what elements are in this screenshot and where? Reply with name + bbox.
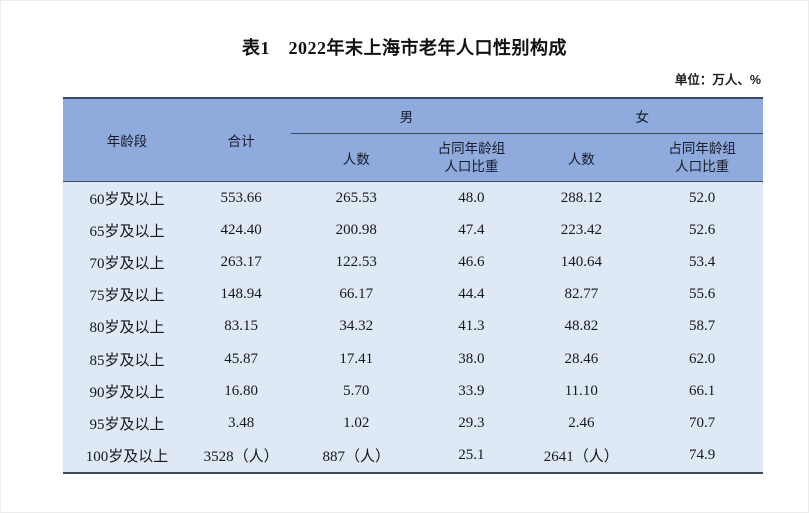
cell-male-count: 265.53 — [291, 181, 422, 215]
header-male-count: 人数 — [291, 133, 422, 182]
cell-male-count: 34.32 — [291, 310, 422, 343]
cell-female-share: 70.7 — [641, 407, 763, 440]
cell-age: 65岁及以上 — [63, 214, 192, 247]
cell-male-share: 38.0 — [421, 342, 522, 376]
unit-note: 单位：万人、% — [674, 73, 761, 87]
cell-male-count: 17.41 — [291, 342, 422, 376]
cell-female-count: 2.46 — [521, 407, 642, 440]
table-title: 表1 2022年末上海市老年人口性别构成 — [242, 38, 567, 58]
cell-total: 553.66 — [191, 181, 292, 215]
cell-male-count: 5.70 — [291, 375, 422, 408]
cell-total: 3528（人） — [191, 439, 292, 473]
cell-male-share: 48.0 — [421, 181, 522, 215]
cell-female-share: 52.6 — [641, 214, 763, 247]
cell-male-share: 29.3 — [421, 407, 522, 440]
header-age-group: 年龄段 — [63, 98, 192, 182]
table-row: 75岁及以上 148.94 66.17 44.4 82.77 55.6 — [63, 278, 763, 311]
cell-total: 16.80 — [191, 375, 292, 408]
table-row: 60岁及以上 553.66 265.53 48.0 288.12 52.0 — [63, 181, 763, 215]
cell-female-share: 62.0 — [641, 342, 763, 376]
cell-male-share: 47.4 — [421, 214, 522, 247]
cell-female-count: 140.64 — [521, 246, 642, 279]
table-row: 90岁及以上 16.80 5.70 33.9 11.10 66.1 — [63, 375, 763, 408]
cell-male-share: 25.1 — [421, 439, 522, 473]
header-total: 合计 — [191, 98, 292, 182]
cell-female-share: 52.0 — [641, 181, 763, 215]
cell-total: 424.40 — [191, 214, 292, 247]
cell-female-count: 48.82 — [521, 310, 642, 343]
header-row-groups: 年龄段 合计 男 女 — [63, 98, 763, 182]
header-male-share-line1: 占同年龄组 — [437, 140, 506, 156]
cell-male-count: 1.02 — [291, 407, 422, 440]
cell-female-count: 82.77 — [521, 278, 642, 311]
header-female-group: 女 — [521, 98, 763, 134]
cell-female-count: 11.10 — [521, 375, 642, 408]
cell-total: 83.15 — [191, 310, 292, 343]
cell-age: 85岁及以上 — [63, 342, 192, 376]
cell-male-count: 122.53 — [291, 246, 422, 279]
cell-male-share: 41.3 — [421, 310, 522, 343]
header-female-share-line1: 占同年龄组 — [668, 140, 736, 156]
cell-female-share: 53.4 — [641, 246, 763, 279]
cell-female-share: 66.1 — [641, 375, 763, 408]
cell-male-count: 887（人） — [291, 439, 422, 473]
cell-female-share: 58.7 — [641, 310, 763, 343]
cell-total: 148.94 — [191, 278, 292, 311]
elderly-population-table: 年龄段 合计 男 女 人数 占同年龄组 人口比重 人数 占同年龄组 人口比重 — [63, 97, 763, 474]
cell-male-share: 33.9 — [421, 375, 522, 408]
cell-female-share: 74.9 — [641, 439, 763, 473]
header-male-share-line2: 人口比重 — [444, 158, 499, 174]
cell-age: 70岁及以上 — [63, 246, 192, 279]
cell-male-count: 66.17 — [291, 278, 422, 311]
table-row: 100岁及以上 3528（人） 887（人） 25.1 2641（人） 74.9 — [63, 439, 763, 473]
cell-total: 263.17 — [191, 246, 292, 279]
cell-female-count: 2641（人） — [521, 439, 642, 473]
header-male-share: 占同年龄组 人口比重 — [421, 133, 522, 182]
table-row: 80岁及以上 83.15 34.32 41.3 48.82 58.7 — [63, 310, 763, 343]
cell-age: 100岁及以上 — [63, 439, 192, 473]
cell-male-share: 44.4 — [421, 278, 522, 311]
header-male-group: 男 — [291, 98, 522, 134]
header-female-share-line2: 人口比重 — [675, 158, 730, 174]
cell-male-share: 46.6 — [421, 246, 522, 279]
header-row-sub: 人数 占同年龄组 人口比重 人数 占同年龄组 人口比重 — [63, 133, 763, 182]
table-row: 85岁及以上 45.87 17.41 38.0 28.46 62.0 — [63, 342, 763, 376]
cell-total: 3.48 — [191, 407, 292, 440]
cell-male-count: 200.98 — [291, 214, 422, 247]
header-female-count: 人数 — [521, 133, 642, 182]
cell-age: 80岁及以上 — [63, 310, 192, 343]
cell-total: 45.87 — [191, 342, 292, 376]
cell-female-count: 223.42 — [521, 214, 642, 247]
cell-female-count: 28.46 — [521, 342, 642, 376]
table-row: 95岁及以上 3.48 1.02 29.3 2.46 70.7 — [63, 407, 763, 440]
table-row: 65岁及以上 424.40 200.98 47.4 223.42 52.6 — [63, 214, 763, 247]
cell-age: 60岁及以上 — [63, 181, 192, 215]
cell-age: 95岁及以上 — [63, 407, 192, 440]
cell-age: 90岁及以上 — [63, 375, 192, 408]
cell-female-count: 288.12 — [521, 181, 642, 215]
table-row: 70岁及以上 263.17 122.53 46.6 140.64 53.4 — [63, 246, 763, 279]
cell-female-share: 55.6 — [641, 278, 763, 311]
cell-age: 75岁及以上 — [63, 278, 192, 311]
header-female-share: 占同年龄组 人口比重 — [641, 133, 763, 182]
